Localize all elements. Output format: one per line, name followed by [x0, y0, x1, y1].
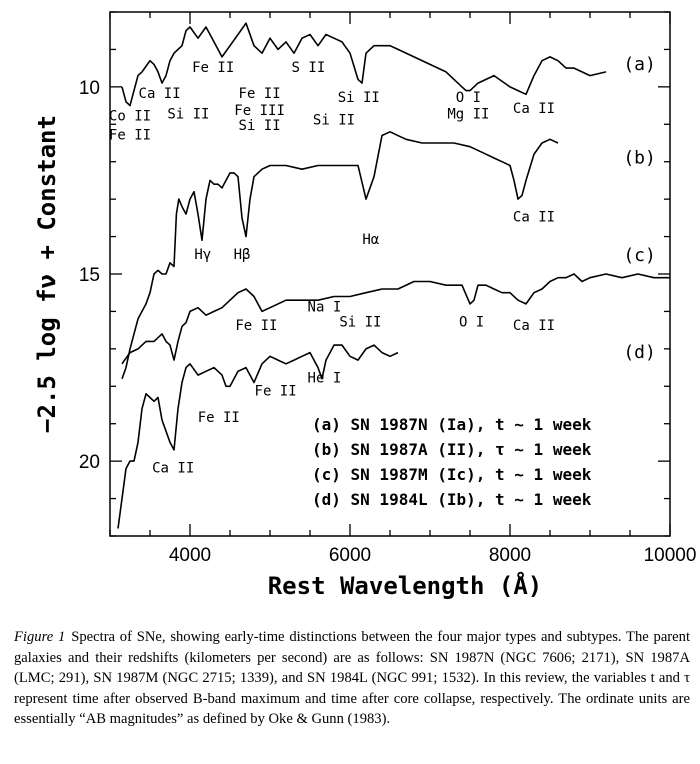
- legend-entry: (a) SN 1987N (Ia), t ~ 1 week: [312, 415, 592, 434]
- line-annotation: Ca II: [139, 86, 181, 102]
- line-annotation: Fe II: [198, 410, 240, 426]
- x-axis-title: Rest Wavelength (Å): [268, 571, 543, 600]
- caption-label: Figure 1: [14, 629, 66, 645]
- line-annotation: S II: [292, 60, 326, 76]
- line-annotation: Hγ: [194, 247, 211, 263]
- x-tick-labels: 4000 6000 8000 10000: [169, 545, 697, 566]
- line-annotation: Ca II: [513, 101, 555, 117]
- series-tag: (b): [623, 148, 656, 169]
- x-tick-label: 10000: [644, 545, 697, 566]
- line-annotation: Fe II: [235, 318, 277, 334]
- y-tick-labels: 10 15 20: [79, 78, 100, 473]
- series-tag: (a): [623, 54, 656, 75]
- line-annotation: Si II: [313, 112, 355, 128]
- y-tick-label: 15: [79, 265, 100, 286]
- line-annotation: Ca II: [152, 460, 194, 476]
- line-annotation: Hα: [362, 232, 379, 248]
- legend: (a) SN 1987N (Ia), t ~ 1 week (b) SN 1987…: [312, 415, 592, 509]
- y-tick-label: 10: [79, 78, 100, 99]
- series-tag: (d): [623, 342, 656, 363]
- line-annotation: Fe II: [109, 127, 151, 143]
- spectra-chart: 4000 6000 8000 10000 10 15 20 Co II Fe II Ca II…: [33, 11, 697, 600]
- line-annotation: Hβ: [234, 247, 251, 263]
- line-annotation: Na I: [308, 299, 342, 315]
- legend-entry: (d) SN 1984L (Ib), t ~ 1 week: [312, 490, 592, 509]
- series-tags: (a) (b) (c) (d): [623, 54, 656, 363]
- line-annotation: Fe II: [192, 60, 234, 76]
- spectrum-line: [121, 22, 607, 107]
- line-annotation: O I: [456, 90, 481, 106]
- line-annotation: Si II: [167, 107, 209, 123]
- y-axis-title: −2.5 log fν + Constant: [33, 115, 61, 433]
- spectrum-line: [117, 344, 399, 529]
- line-annotation: Si II: [338, 90, 380, 106]
- line-annotation: Ca II: [513, 318, 555, 334]
- figure-caption: Figure 1 Spectra of SNe, showing early-ti…: [14, 627, 690, 730]
- line-annotation: Si II: [339, 314, 381, 330]
- line-annotation: Fe II: [255, 384, 297, 400]
- caption-text: Spectra of SNe, showing early-time disti…: [14, 629, 690, 727]
- legend-entry: (b) SN 1987A (II), τ ~ 1 week: [312, 440, 592, 459]
- line-annotation: Ca II: [513, 210, 555, 226]
- y-tick-label: 20: [79, 452, 100, 473]
- line-annotation: Fe III: [234, 103, 285, 119]
- line-annotation: Fe II: [239, 86, 281, 102]
- legend-entry: (c) SN 1987M (Ic), t ~ 1 week: [312, 465, 592, 484]
- line-annotation: He I: [308, 371, 342, 387]
- line-annotation: O I: [459, 314, 484, 330]
- spectra-series: [117, 22, 670, 529]
- x-tick-label: 4000: [169, 545, 211, 566]
- line-annotation: Si II: [239, 118, 281, 134]
- line-annotation: Mg II: [447, 107, 489, 123]
- x-tick-label: 8000: [489, 545, 531, 566]
- x-tick-label: 6000: [329, 545, 371, 566]
- spectrum-line: [121, 273, 670, 365]
- line-annotation: Co II: [109, 109, 151, 125]
- series-tag: (c): [623, 245, 656, 266]
- spectrum-line: [121, 131, 559, 380]
- axis-ticks: [109, 11, 671, 537]
